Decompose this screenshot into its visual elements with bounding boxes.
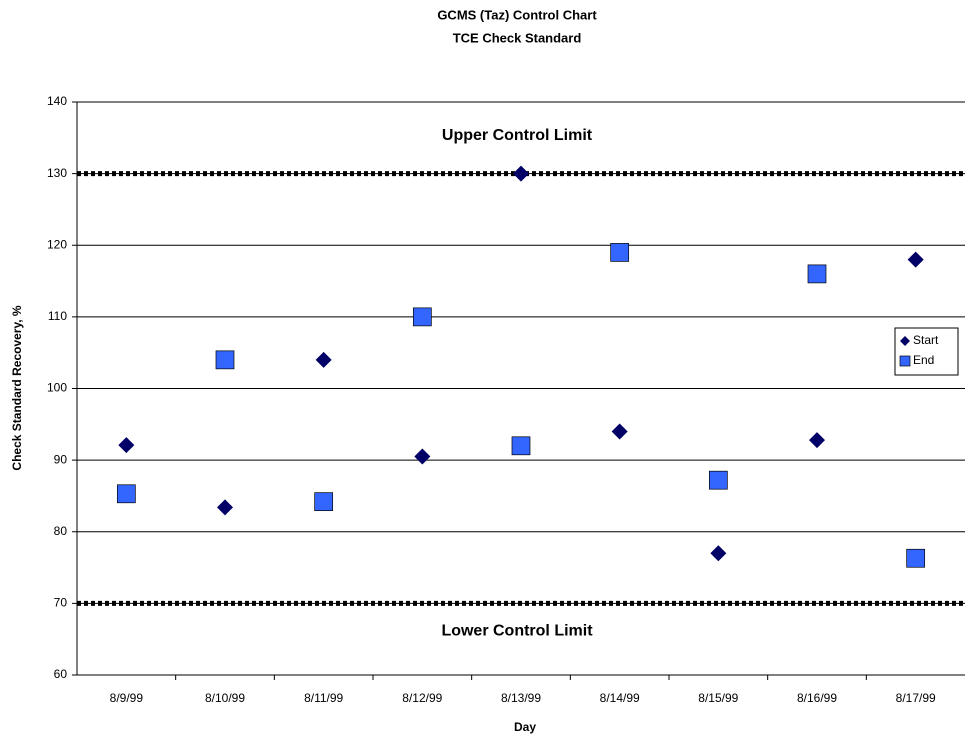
legend-box [894, 327, 959, 376]
x-tick-label: 8/9/99 [110, 691, 144, 705]
y-tick-label: 140 [47, 94, 67, 108]
point-square [314, 492, 334, 512]
point-diamond [513, 165, 529, 182]
x-tick-label: 8/12/99 [402, 691, 442, 705]
point-diamond [217, 499, 233, 516]
x-tick-label: 8/17/99 [896, 691, 936, 705]
y-axis-label: Check Standard Recovery, % [10, 305, 24, 471]
point-square [807, 264, 827, 284]
x-tick-label: 8/16/99 [797, 691, 837, 705]
point-square [215, 350, 235, 370]
y-tick-label: 120 [47, 237, 67, 251]
x-tick-label: 8/13/99 [501, 691, 541, 705]
control-limit-label: Upper Control Limit [442, 127, 593, 144]
point-square [511, 436, 531, 456]
point-square [412, 307, 432, 327]
y-tick-label: 130 [47, 166, 67, 180]
y-tick-label: 60 [54, 667, 68, 681]
point-diamond [710, 545, 727, 562]
point-square [610, 243, 630, 262]
y-tick-label: 70 [54, 596, 68, 610]
x-tick-label: 8/14/99 [600, 691, 640, 705]
chart-title: GCMS (Taz) Control Chart [437, 7, 597, 22]
y-tick-label: 110 [48, 309, 67, 323]
point-diamond [315, 351, 332, 368]
y-tick-label: 100 [47, 381, 67, 395]
legend-swatch [899, 355, 911, 367]
point-diamond [414, 448, 431, 465]
x-tick-label: 8/11/99 [304, 691, 343, 705]
point-diamond [118, 437, 135, 454]
point-square [906, 548, 926, 568]
control-limit-label: Lower Control Limit [441, 623, 593, 640]
chart-subtitle: TCE Check Standard [453, 30, 582, 45]
y-tick-label: 80 [54, 524, 68, 538]
point-diamond [809, 432, 825, 449]
legend-label: Start [913, 333, 939, 347]
point-square [708, 470, 728, 490]
x-axis-label: Day [514, 720, 536, 734]
x-tick-label: 8/10/99 [205, 691, 245, 705]
y-tick-label: 90 [54, 452, 68, 466]
legend-label: End [913, 353, 934, 367]
point-diamond [611, 423, 628, 440]
point-diamond [907, 251, 924, 268]
legend-swatch [900, 336, 910, 346]
point-square [116, 484, 136, 504]
x-tick-label: 8/15/99 [698, 691, 738, 705]
